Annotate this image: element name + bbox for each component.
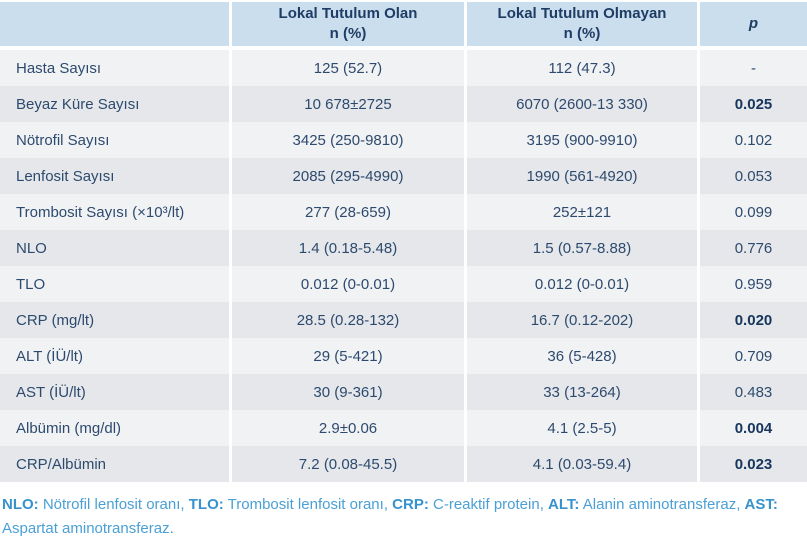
cell-lokal-tutulum-olmayan: 252±121 xyxy=(467,194,697,230)
row-label: Nötrofil Sayısı xyxy=(0,122,229,158)
row-label: Albümin (mg/dl) xyxy=(0,410,229,446)
header-cell-lokal-tutulum-olmayan: Lokal Tutulum Olmayan n (%) xyxy=(467,2,697,46)
table-row: CRP/Albümin 7.2 (0.08-45.5) 4.1 (0.03-59.4… xyxy=(0,446,807,482)
table-header: Lokal Tutulum Olan n (%) Lokal Tutulum O… xyxy=(0,2,807,46)
cell-p-value: 0.023 xyxy=(700,446,807,482)
row-label: AST (İÜ/lt) xyxy=(0,374,229,410)
cell-lokal-tutulum-olan: 277 (28-659) xyxy=(232,194,464,230)
cell-p-value: 0.053 xyxy=(700,158,807,194)
table-row: NLO 1.4 (0.18-5.48) 1.5 (0.57-8.88) 0.776 xyxy=(0,230,807,266)
table-row: Albümin (mg/dl) 2.9±0.06 4.1 (2.5-5) 0.004 xyxy=(0,410,807,446)
table-row: Lenfosit Sayısı 2085 (295-4990) 1990 (561-… xyxy=(0,158,807,194)
cell-lokal-tutulum-olan: 30 (9-361) xyxy=(232,374,464,410)
footnote-text: Aspartat aminotransferaz. xyxy=(2,520,174,537)
cell-lokal-tutulum-olmayan: 1990 (561-4920) xyxy=(467,158,697,194)
footnote-abbr: TLO: xyxy=(188,496,224,513)
cell-lokal-tutulum-olan: 125 (52.7) xyxy=(232,50,464,86)
footnote-abbr: NLO: xyxy=(2,496,39,513)
header-cell-p-value: p xyxy=(700,2,807,46)
cell-p-value: 0.025 xyxy=(700,86,807,122)
header-line1: Lokal Tutulum Olan xyxy=(278,4,418,22)
cell-p-value: 0.020 xyxy=(700,302,807,338)
table-row: ALT (İÜ/lt) 29 (5-421) 36 (5-428) 0.709 xyxy=(0,338,807,374)
footnote-abbr: ALT: xyxy=(548,496,580,513)
cell-lokal-tutulum-olan: 10 678±2725 xyxy=(232,86,464,122)
cell-p-value: 0.776 xyxy=(700,230,807,266)
cell-lokal-tutulum-olan: 2.9±0.06 xyxy=(232,410,464,446)
cell-lokal-tutulum-olan: 1.4 (0.18-5.48) xyxy=(232,230,464,266)
cell-lokal-tutulum-olmayan: 4.1 (2.5-5) xyxy=(467,410,697,446)
header-line2: n (%) xyxy=(563,25,601,42)
footnote-text: C-reaktif protein, xyxy=(428,496,549,513)
cell-lokal-tutulum-olmayan: 0.012 (0-0.01) xyxy=(467,266,697,302)
cell-lokal-tutulum-olan: 2085 (295-4990) xyxy=(232,158,464,194)
cell-lokal-tutulum-olmayan: 1.5 (0.57-8.88) xyxy=(467,230,697,266)
header-cell-empty xyxy=(0,2,229,46)
table-footnote: NLO: Nötrofil lenfosit oranı, TLO: Tromb… xyxy=(0,493,807,541)
footnote-text: Trombosit lenfosit oranı, xyxy=(223,496,393,513)
table-row: AST (İÜ/lt) 30 (9-361) 33 (13-264) 0.483 xyxy=(0,374,807,410)
footnote-abbr: CRP: xyxy=(392,496,429,513)
cell-lokal-tutulum-olmayan: 36 (5-428) xyxy=(467,338,697,374)
footnote-abbr: AST: xyxy=(744,496,778,513)
table-body: Hasta Sayısı 125 (52.7) 112 (47.3) - Beyaz K… xyxy=(0,50,807,482)
cell-lokal-tutulum-olmayan: 4.1 (0.03-59.4) xyxy=(467,446,697,482)
header-line2: n (%) xyxy=(329,25,367,42)
row-label: ALT (İÜ/lt) xyxy=(0,338,229,374)
row-label: Beyaz Küre Sayısı xyxy=(0,86,229,122)
cell-lokal-tutulum-olan: 29 (5-421) xyxy=(232,338,464,374)
header-line1: Lokal Tutulum Olmayan xyxy=(497,4,667,22)
row-label: Lenfosit Sayısı xyxy=(0,158,229,194)
table-row: TLO 0.012 (0-0.01) 0.012 (0-0.01) 0.959 xyxy=(0,266,807,302)
cell-lokal-tutulum-olmayan: 3195 (900-9910) xyxy=(467,122,697,158)
table-row: Trombosit Sayısı (×10³/lt) 277 (28-659) 25… xyxy=(0,194,807,230)
row-label: CRP/Albümin xyxy=(0,446,229,482)
cell-lokal-tutulum-olmayan: 33 (13-264) xyxy=(467,374,697,410)
cell-lokal-tutulum-olmayan: 112 (47.3) xyxy=(467,50,697,86)
table-row: CRP (mg/lt) 28.5 (0.28-132) 16.7 (0.12-202… xyxy=(0,302,807,338)
cell-p-value: - xyxy=(700,50,807,86)
footnote-text: Alanin aminotransferaz, xyxy=(579,496,745,513)
cell-lokal-tutulum-olmayan: 6070 (2600-13 330) xyxy=(467,86,697,122)
table-row: Nötrofil Sayısı 3425 (250-9810) 3195 (900-… xyxy=(0,122,807,158)
cell-lokal-tutulum-olan: 7.2 (0.08-45.5) xyxy=(232,446,464,482)
cell-lokal-tutulum-olmayan: 16.7 (0.12-202) xyxy=(467,302,697,338)
cell-p-value: 0.004 xyxy=(700,410,807,446)
table-row: Beyaz Küre Sayısı 10 678±2725 6070 (2600-1… xyxy=(0,86,807,122)
cell-p-value: 0.102 xyxy=(700,122,807,158)
footnote-text: Nötrofil lenfosit oranı, xyxy=(38,496,189,513)
row-label: Hasta Sayısı xyxy=(0,50,229,86)
cell-lokal-tutulum-olan: 28.5 (0.28-132) xyxy=(232,302,464,338)
row-label: TLO xyxy=(0,266,229,302)
cell-p-value: 0.099 xyxy=(700,194,807,230)
row-label: CRP (mg/lt) xyxy=(0,302,229,338)
cell-p-value: 0.483 xyxy=(700,374,807,410)
row-label: Trombosit Sayısı (×10³/lt) xyxy=(0,194,229,230)
header-p-label: p xyxy=(748,14,759,32)
cell-lokal-tutulum-olan: 0.012 (0-0.01) xyxy=(232,266,464,302)
cell-p-value: 0.709 xyxy=(700,338,807,374)
row-label: NLO xyxy=(0,230,229,266)
table-row: Hasta Sayısı 125 (52.7) 112 (47.3) - xyxy=(0,50,807,86)
header-cell-lokal-tutulum-olan: Lokal Tutulum Olan n (%) xyxy=(232,2,464,46)
cell-p-value: 0.959 xyxy=(700,266,807,302)
cell-lokal-tutulum-olan: 3425 (250-9810) xyxy=(232,122,464,158)
